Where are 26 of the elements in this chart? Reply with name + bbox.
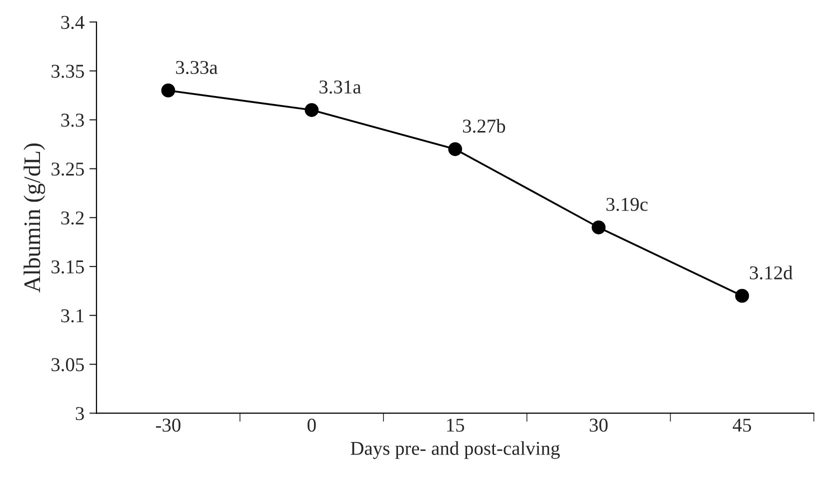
x-tick-label: -30 (156, 418, 180, 432)
y-tick-label: 3.15 (52, 260, 84, 274)
data-label: 3.19c (606, 198, 648, 212)
point (448, 142, 462, 156)
x-tick-label: 15 (447, 418, 464, 432)
y-tick-label: 3.4 (61, 16, 84, 30)
data-label: 3.31a (320, 80, 362, 94)
x-axis-title: Days pre- and post-calving (350, 441, 560, 459)
y-tick-label: 3 (76, 407, 84, 420)
y-tick-label: 3.2 (61, 211, 84, 225)
y-tick-label: 3.3 (61, 114, 84, 127)
data-label: 3.12d (750, 266, 793, 280)
point (304, 103, 319, 117)
y-tick-label: 3.1 (61, 309, 84, 322)
point (161, 84, 176, 98)
x-tick-label: 45 (732, 418, 752, 432)
y-tick-label: 3.05 (52, 358, 84, 372)
y-tick-label: 3.35 (52, 64, 84, 78)
x-tick-label: 30 (590, 418, 608, 432)
y-tick-label: 3.25 (52, 162, 84, 176)
data-label: 3.33a (176, 60, 218, 74)
point (592, 220, 606, 234)
y-axis-title: Albumin (g/dL) (24, 144, 46, 292)
x-tick-label: 0 (308, 418, 316, 432)
data-label: 3.27b (463, 119, 506, 133)
point (735, 288, 750, 303)
